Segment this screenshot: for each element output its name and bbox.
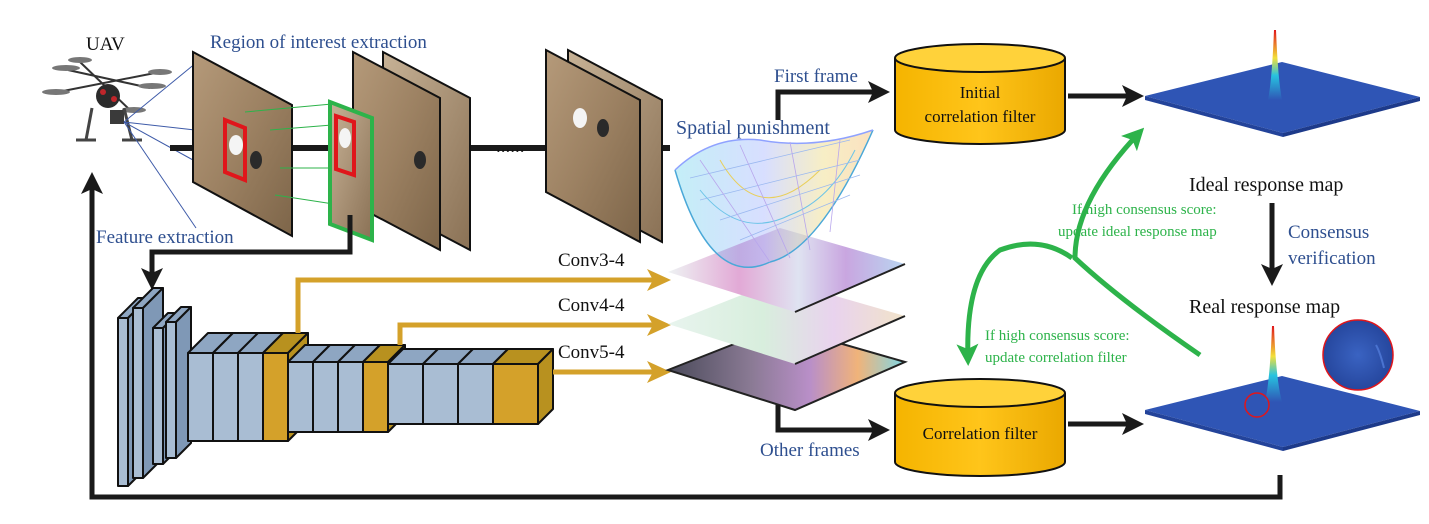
cf-label: Correlation filter: [923, 424, 1038, 443]
layer-label-conv3-4: Conv3-4: [558, 250, 625, 271]
update-ideal-line1: If high consensus score:: [1072, 202, 1217, 218]
zoom-inset: [1322, 319, 1394, 391]
target-box: [223, 117, 247, 183]
initial-cf-label-line2: correlation filter: [925, 107, 1036, 126]
feature-extraction-label: Feature extraction: [96, 227, 234, 248]
conv3-4-arrow: [295, 269, 671, 333]
camera-view-lines: [123, 57, 203, 229]
frame-2-stack: [328, 50, 471, 252]
ellipsis-label: ......: [496, 136, 525, 157]
consensus-label-line1: Consensus: [1288, 222, 1369, 243]
feature-extraction-arrow: [141, 215, 353, 290]
uav-icon: [42, 57, 172, 142]
initial-cf-label-line1: Initial: [960, 83, 1001, 102]
spatial-punishment-surface: [674, 129, 874, 268]
frame-1: [192, 50, 293, 238]
initial-correlation-filter-cylinder: [894, 43, 1066, 145]
real-map-label: Real response map: [1189, 296, 1340, 318]
ideal-response-map: [1145, 30, 1420, 137]
frame-3-stack: [545, 48, 663, 244]
update-ideal-arrow: [1072, 127, 1202, 358]
uav-label: UAV: [86, 34, 125, 55]
update-cf-line2: update correlation filter: [985, 350, 1127, 366]
first-frame-label: First frame: [774, 66, 858, 87]
feedback-loop-arrow: [81, 172, 1283, 500]
other-frames-label: Other frames: [760, 440, 860, 461]
update-cf-line1: If high consensus score:: [985, 328, 1130, 344]
layer-label-conv4-4: Conv4-4: [558, 295, 625, 316]
layer-label-conv5-4: Conv5-4: [558, 342, 625, 363]
correlation-filter-cylinder: [894, 378, 1066, 477]
first-frame-arrow: [775, 81, 890, 120]
ideal-map-label: Ideal response map: [1189, 174, 1343, 196]
update-cf-arrow: [956, 241, 1074, 366]
cnn-icon: [117, 287, 554, 487]
roi-extraction-label: Region of interest extraction: [210, 32, 427, 53]
distractor-circle: [1244, 392, 1270, 418]
consensus-label-line2: verification: [1288, 248, 1376, 269]
other-frames-arrow: [775, 405, 890, 441]
spatial-punishment-label: Spatial punishment: [676, 117, 830, 139]
real-response-map: [1145, 319, 1420, 451]
conv4-4-arrow: [397, 314, 671, 345]
update-ideal-line2: update ideal response map: [1058, 224, 1217, 240]
